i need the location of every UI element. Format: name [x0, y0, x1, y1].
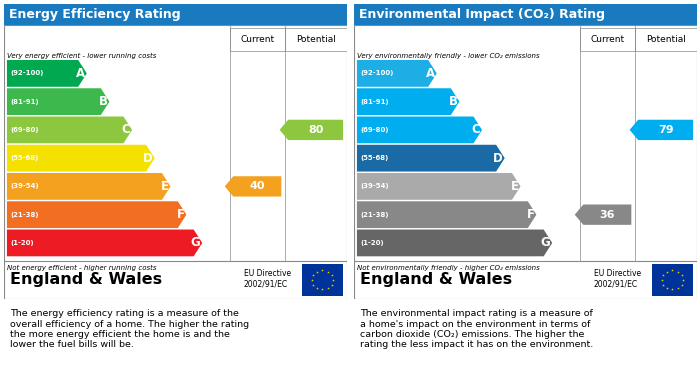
Polygon shape: [225, 176, 281, 197]
Polygon shape: [357, 173, 521, 200]
Polygon shape: [629, 120, 693, 140]
Text: A: A: [426, 67, 435, 80]
FancyBboxPatch shape: [652, 264, 693, 296]
Text: EU Directive
2002/91/EC: EU Directive 2002/91/EC: [594, 269, 641, 288]
Text: 36: 36: [600, 210, 615, 220]
Text: 40: 40: [250, 181, 265, 192]
Polygon shape: [7, 88, 109, 115]
Text: (92-100): (92-100): [10, 70, 43, 76]
Polygon shape: [7, 117, 132, 143]
Text: C: C: [472, 124, 480, 136]
Text: G: G: [191, 237, 200, 249]
Text: G: G: [541, 237, 550, 249]
Text: (39-54): (39-54): [360, 183, 389, 189]
Text: Environmental Impact (CO₂) Rating: Environmental Impact (CO₂) Rating: [358, 8, 605, 21]
Polygon shape: [7, 201, 186, 228]
Text: EU Directive
2002/91/EC: EU Directive 2002/91/EC: [244, 269, 290, 288]
FancyBboxPatch shape: [580, 27, 635, 51]
FancyBboxPatch shape: [4, 25, 346, 299]
FancyBboxPatch shape: [354, 261, 696, 299]
FancyBboxPatch shape: [285, 27, 346, 51]
Text: Very energy efficient - lower running costs: Very energy efficient - lower running co…: [7, 52, 156, 59]
FancyBboxPatch shape: [4, 4, 346, 25]
Text: C: C: [122, 124, 130, 136]
Polygon shape: [279, 120, 343, 140]
Text: A: A: [76, 67, 85, 80]
Text: England & Wales: England & Wales: [360, 273, 512, 287]
Text: Current: Current: [240, 35, 274, 44]
Text: F: F: [526, 208, 535, 221]
Polygon shape: [575, 204, 631, 225]
Text: (21-38): (21-38): [360, 212, 389, 218]
Text: Potential: Potential: [295, 35, 335, 44]
FancyBboxPatch shape: [635, 27, 696, 51]
Polygon shape: [7, 230, 202, 256]
Text: (81-91): (81-91): [10, 99, 39, 105]
Text: (21-38): (21-38): [10, 212, 39, 218]
Text: The environmental impact rating is a measure of
a home's impact on the environme: The environmental impact rating is a mea…: [360, 309, 594, 350]
Text: (92-100): (92-100): [360, 70, 393, 76]
FancyBboxPatch shape: [354, 25, 696, 299]
Text: (1-20): (1-20): [10, 240, 34, 246]
Text: 79: 79: [658, 125, 673, 135]
Text: (1-20): (1-20): [360, 240, 384, 246]
Text: (69-80): (69-80): [10, 127, 39, 133]
Polygon shape: [357, 117, 482, 143]
Polygon shape: [7, 145, 155, 172]
FancyBboxPatch shape: [354, 4, 696, 25]
Polygon shape: [7, 60, 87, 87]
Text: (39-54): (39-54): [10, 183, 39, 189]
Polygon shape: [7, 173, 171, 200]
Text: E: E: [511, 180, 519, 193]
Text: Potential: Potential: [645, 35, 685, 44]
Polygon shape: [357, 230, 552, 256]
Text: (69-80): (69-80): [360, 127, 389, 133]
Text: (81-91): (81-91): [360, 99, 389, 105]
Polygon shape: [357, 88, 459, 115]
FancyBboxPatch shape: [4, 261, 346, 299]
FancyBboxPatch shape: [302, 264, 343, 296]
Text: F: F: [176, 208, 185, 221]
Text: Very environmentally friendly - lower CO₂ emissions: Very environmentally friendly - lower CO…: [357, 52, 540, 59]
Text: B: B: [99, 95, 108, 108]
Text: 80: 80: [308, 125, 323, 135]
Text: (55-68): (55-68): [10, 155, 38, 161]
Text: Not energy efficient - higher running costs: Not energy efficient - higher running co…: [7, 265, 156, 271]
Polygon shape: [357, 145, 505, 172]
Text: B: B: [449, 95, 458, 108]
Text: D: D: [494, 152, 503, 165]
Text: E: E: [161, 180, 169, 193]
Text: Energy Efficiency Rating: Energy Efficiency Rating: [8, 8, 181, 21]
Polygon shape: [357, 60, 437, 87]
Text: The energy efficiency rating is a measure of the
overall efficiency of a home. T: The energy efficiency rating is a measur…: [10, 309, 249, 350]
Text: Not environmentally friendly - higher CO₂ emissions: Not environmentally friendly - higher CO…: [357, 265, 540, 271]
Polygon shape: [357, 201, 536, 228]
Text: D: D: [144, 152, 153, 165]
Text: Current: Current: [590, 35, 624, 44]
FancyBboxPatch shape: [230, 27, 285, 51]
Text: England & Wales: England & Wales: [10, 273, 162, 287]
Text: (55-68): (55-68): [360, 155, 388, 161]
